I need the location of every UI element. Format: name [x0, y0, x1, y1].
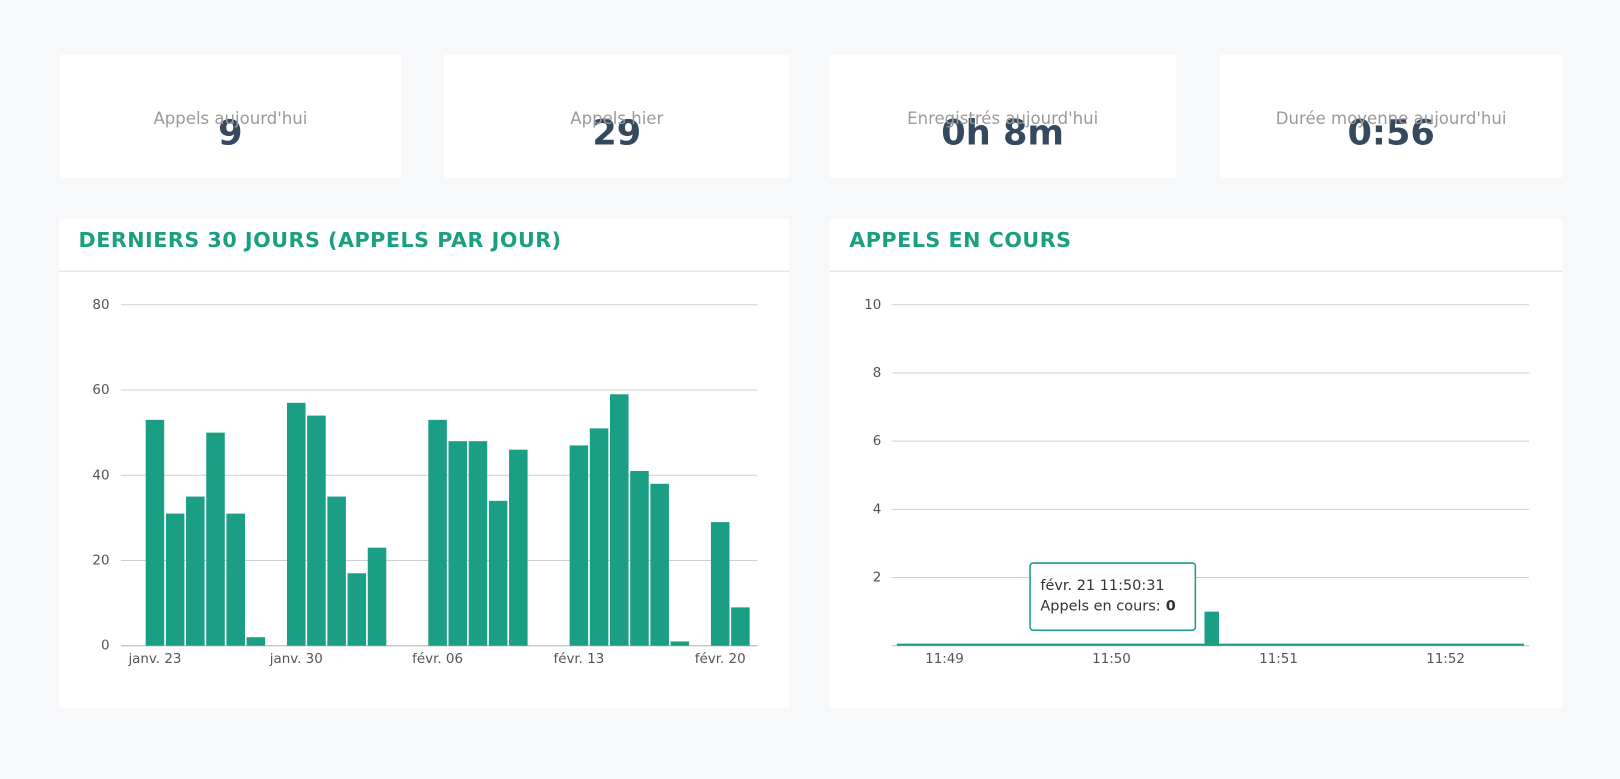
y-tick-label: 0: [101, 639, 110, 654]
x-tick-label: 11:51: [1259, 652, 1298, 667]
y-tick-label: 8: [873, 366, 882, 381]
x-tick-label: févr. 06: [412, 651, 463, 667]
x-tick-label: févr. 20: [695, 651, 746, 667]
bar: [731, 607, 750, 646]
stat-value: 29: [592, 112, 642, 154]
chart-title: APPELS EN COURS: [829, 219, 1563, 272]
x-tick-label: 11:50: [1092, 652, 1131, 667]
stat-card: 9 Appels aujourd'hui: [59, 54, 401, 178]
x-tick-label: 11:49: [925, 652, 964, 667]
tooltip-label: Appels en cours:: [1040, 598, 1160, 614]
tooltip-box: [1029, 562, 1197, 632]
y-tick-label: 60: [92, 383, 109, 398]
bar: [428, 419, 447, 646]
stat-card: 29 Appels hier: [444, 54, 790, 178]
bar: [286, 402, 306, 646]
bar: [650, 483, 669, 646]
y-tick-label: 40: [92, 468, 109, 483]
bar: [630, 470, 649, 646]
bar: [509, 449, 528, 646]
y-tick-label: 2: [873, 571, 882, 586]
bar: [186, 496, 205, 646]
y-tick-label: 20: [92, 553, 109, 568]
y-tick-label: 4: [873, 502, 882, 517]
bar: [347, 573, 367, 646]
stat-card: 0h 8m Enregistrés aujourd'hui: [829, 54, 1176, 178]
tooltip: févr. 21 11:50:31 Appels en cours: 0: [1029, 562, 1197, 632]
bar: [145, 419, 165, 646]
stat-label: Enregistrés aujourd'hui: [907, 108, 1099, 129]
bar: [609, 394, 629, 646]
bar: [367, 547, 387, 646]
bar: [468, 441, 488, 646]
tooltip-title: févr. 21 11:50:31: [1040, 578, 1164, 594]
bar: [165, 513, 185, 646]
x-tick-label: janv. 23: [127, 652, 181, 667]
stat-value: 9: [218, 112, 243, 154]
y-tick-label: 6: [873, 434, 882, 449]
x-tick-label: janv. 30: [269, 652, 323, 667]
bar: [327, 496, 346, 646]
bar: [206, 432, 225, 646]
stat-label: Appels hier: [570, 108, 664, 129]
bar: [307, 415, 326, 646]
chart-title: DERNIERS 30 JOURS (APPELS PAR JOUR): [58, 219, 790, 272]
stat-value: 0h 8m: [941, 112, 1065, 154]
bar: [246, 637, 266, 646]
bar: [569, 445, 589, 646]
tooltip-value: 0: [1166, 598, 1176, 614]
stat-value: 0:56: [1347, 112, 1435, 154]
bar: [1204, 611, 1219, 646]
x-tick-label: 11:52: [1426, 652, 1465, 667]
stat-label: Durée moyenne aujourd'hui: [1275, 108, 1507, 129]
tooltip-row: Appels en cours: 0: [1040, 598, 1175, 614]
bar: [670, 641, 690, 646]
stat-label: Appels aujourd'hui: [153, 108, 308, 129]
x-tick-label: févr. 13: [553, 651, 604, 667]
y-tick-label: 80: [92, 298, 109, 313]
bar: [226, 513, 245, 646]
bar: [589, 428, 609, 646]
y-tick-label: 10: [864, 298, 881, 313]
bar: [710, 522, 730, 646]
bar: [448, 441, 468, 646]
stat-card: 0:56 Durée moyenne aujourd'hui: [1220, 54, 1563, 178]
bar: [488, 500, 508, 646]
